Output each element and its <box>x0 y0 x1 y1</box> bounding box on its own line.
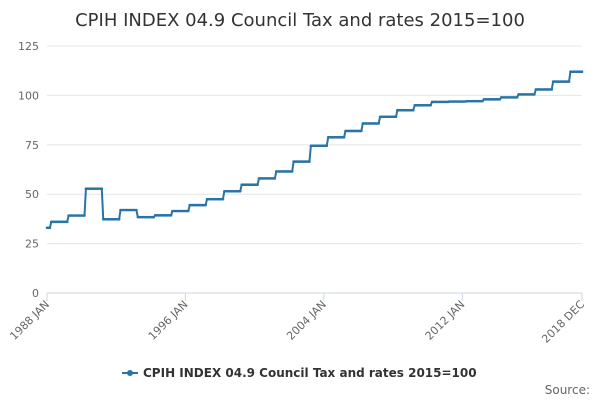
data-point <box>308 160 311 163</box>
y-tick-label-25: 25 <box>25 238 39 251</box>
data-point <box>169 214 173 217</box>
y-tick-label-75: 75 <box>25 139 39 152</box>
gridlines <box>47 45 582 294</box>
y-tick-label-100: 100 <box>18 89 39 102</box>
data-point <box>481 99 484 103</box>
x-axis: 1988 JAN 1996 JAN 2004 JAN 2012 JAN 2018 DEC <box>7 293 587 346</box>
data-point <box>65 220 69 224</box>
y-tick-label-0: 0 <box>32 287 39 300</box>
data-point <box>342 135 346 139</box>
data-point <box>187 209 190 213</box>
data-point <box>117 218 121 221</box>
data-point <box>273 177 277 180</box>
x-tick-label: 2012 JAN <box>423 298 468 343</box>
data-point <box>498 98 502 101</box>
data-point <box>221 197 225 201</box>
data-point <box>83 214 86 217</box>
x-tick-label: 2004 JAN <box>284 298 329 343</box>
chart-title: CPIH INDEX 04.9 Council Tax and rates 20… <box>75 10 525 31</box>
data-point <box>567 80 571 83</box>
data-point <box>238 189 242 193</box>
data-point <box>48 226 52 230</box>
data-point <box>204 203 207 207</box>
legend-marker-icon <box>127 370 133 376</box>
data-point <box>580 70 584 73</box>
y-tick-label-50: 50 <box>25 188 39 201</box>
data-point <box>515 96 519 99</box>
x-tick-label: 2018 DEC <box>539 298 587 346</box>
legend-label: CPIH INDEX 04.9 Council Tax and rates 20… <box>143 366 477 380</box>
legend[interactable]: CPIH INDEX 04.9 Council Tax and rates 20… <box>122 366 477 380</box>
data-point <box>152 215 156 219</box>
x-tick-label: 1996 JAN <box>146 298 191 343</box>
y-tick-label-125: 125 <box>18 40 39 53</box>
x-tick-label: 1988 JAN <box>7 298 52 343</box>
data-point <box>256 183 259 187</box>
source-credit: Source: <box>545 383 590 397</box>
data-point <box>377 122 380 125</box>
data-point <box>411 108 415 112</box>
data-point <box>100 187 104 190</box>
y-axis-ticks: 0 25 50 75 100 125 <box>18 40 39 300</box>
data-point <box>360 129 363 133</box>
data-point <box>394 115 398 119</box>
data-point <box>429 103 432 107</box>
data-point <box>135 208 138 212</box>
data-point <box>533 93 536 96</box>
data-point <box>550 88 554 91</box>
data-point <box>325 144 329 148</box>
data-point <box>290 170 294 173</box>
series-layer <box>45 70 584 230</box>
